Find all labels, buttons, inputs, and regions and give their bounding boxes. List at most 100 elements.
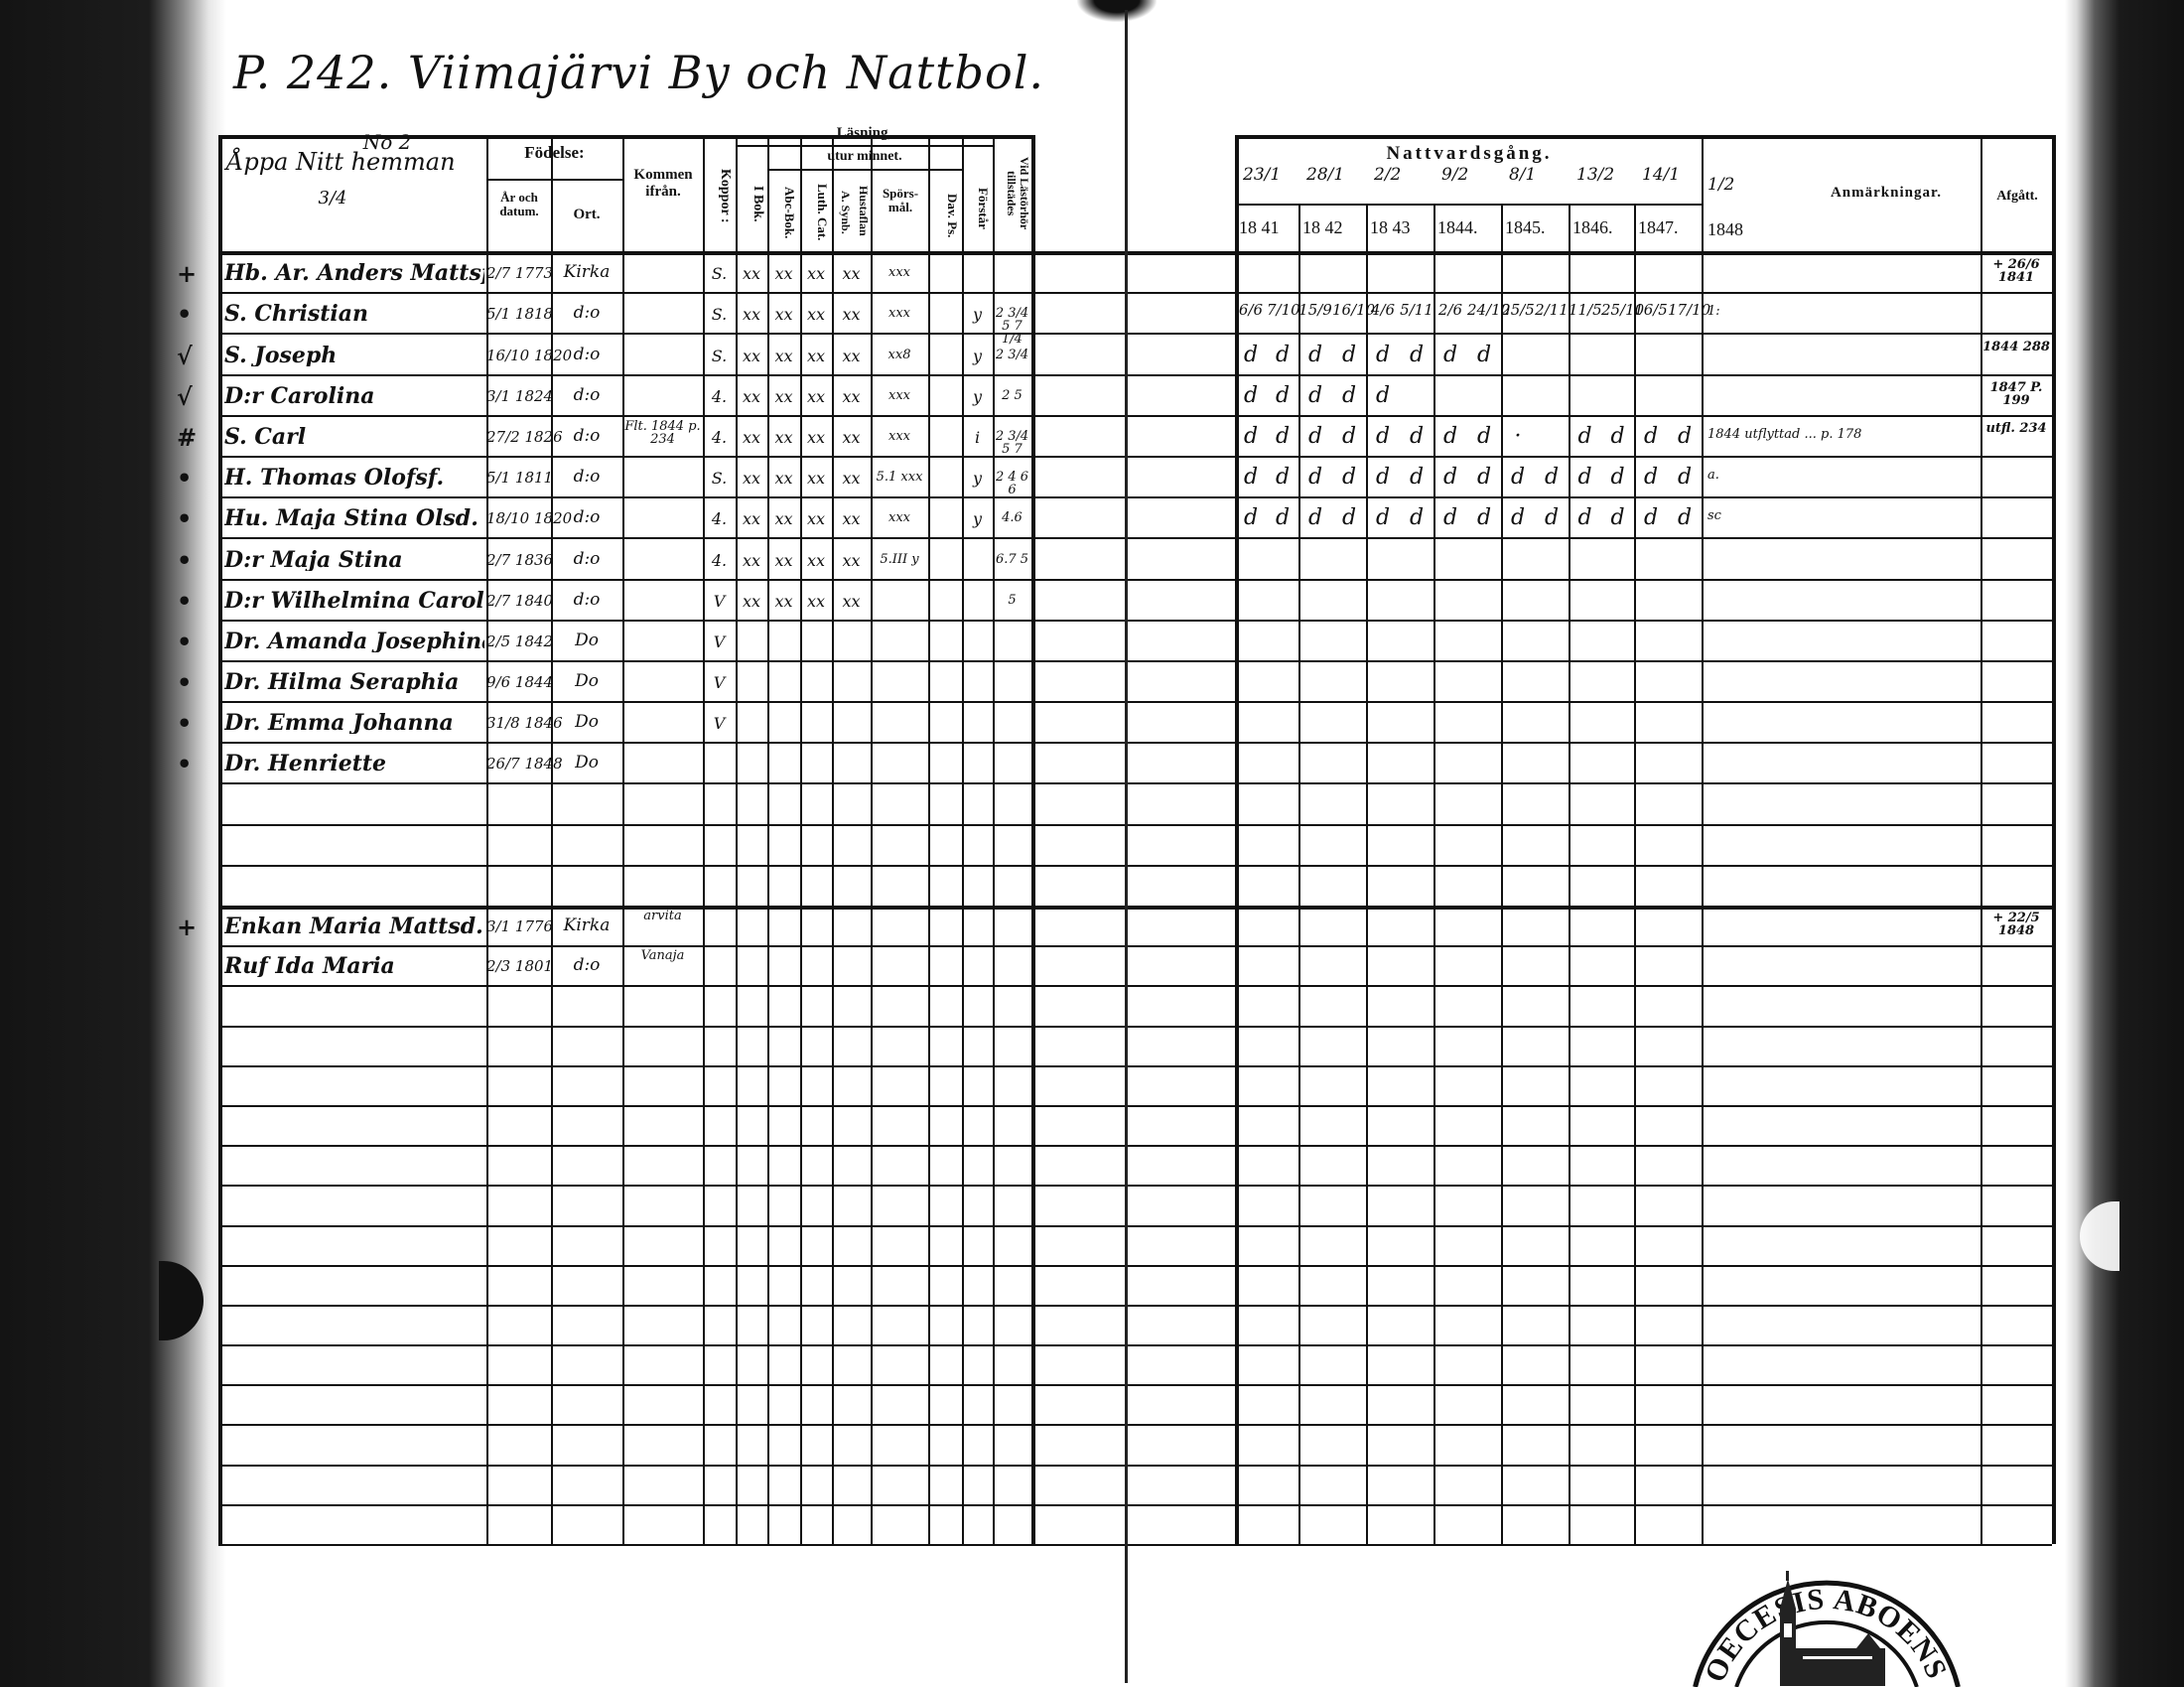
communion-entry: d: [1243, 342, 1259, 367]
communion-entry: 2/6: [1437, 301, 1463, 320]
reading-mark-luth: xx: [806, 591, 826, 611]
forstar-heading: Förstår: [976, 188, 991, 229]
reading-mark-koppor: 4.: [711, 427, 728, 447]
came-from: Flt. 1844 p. 234: [624, 418, 701, 447]
communion-entry: d: [1409, 505, 1425, 531]
kommen-ifran-heading: Kommen ifrån.: [633, 167, 693, 200]
row-mark: •: [177, 709, 193, 739]
communion-entry: d: [1577, 423, 1592, 449]
person-name: Dr. Amanda Josephina: [224, 630, 484, 652]
row-line: [1128, 782, 2052, 785]
person-name: S. Carl: [224, 425, 307, 448]
row-mark: •: [177, 545, 193, 575]
reading-mark-forstar: y: [972, 346, 983, 365]
communion-date-label: 14/1: [1642, 165, 1681, 185]
column-line: [993, 135, 995, 1544]
row-line: [218, 496, 1125, 499]
reading-mark-spors: xx8: [887, 347, 911, 362]
communion-entry: 2/11: [1535, 301, 1569, 320]
column-line: [736, 135, 738, 1544]
person-name: H. Thomas Olofsf.: [224, 467, 445, 490]
afgatt-heading: Afgått.: [1996, 189, 2038, 204]
column-line: [1569, 204, 1570, 1544]
i-bok-heading: I Bok.: [751, 185, 765, 222]
communion-entry: 25/5: [1501, 301, 1535, 320]
column-line: [1031, 135, 1035, 1544]
reading-mark-koppor: S.: [711, 346, 728, 365]
reading-mark-vid: 2 3/4 5 7 1/4: [995, 306, 1029, 348]
row-line: [1128, 373, 2052, 376]
reading-mark-abc: xx: [774, 550, 793, 570]
communion-entry: d: [1307, 382, 1323, 408]
birth-date: 31/8 1846: [486, 714, 563, 733]
person-name: Enkan Maria Mattsd.: [224, 915, 483, 938]
column-line: [1634, 204, 1636, 1544]
row-mark: •: [177, 464, 193, 493]
reading-mark-abc: xx: [774, 346, 793, 365]
communion-entry: d: [1375, 342, 1391, 367]
year-label: 18 41: [1239, 217, 1280, 237]
person-name: Hu. Maja Stina Olsd.: [224, 507, 478, 530]
communion-entry: d: [1643, 465, 1659, 491]
row-line: [218, 659, 1125, 662]
departure-note: + 22/5 1848: [1992, 911, 2040, 939]
column-line: [871, 135, 873, 1544]
communion-entry: d: [1610, 423, 1625, 449]
communion-entry: d: [1677, 505, 1693, 531]
communion-entry: d: [1409, 342, 1425, 367]
row-line: [1128, 1344, 2052, 1347]
row-line: [1128, 1503, 2052, 1506]
communion-entry: d: [1643, 423, 1659, 449]
row-line: [218, 1464, 1125, 1467]
communion-entry: 17/10: [1668, 301, 1711, 320]
reading-mark-koppor: S.: [711, 305, 728, 325]
communion-entry: d: [1544, 465, 1560, 491]
birth-place: Do: [575, 753, 599, 773]
table-top-border: [1235, 135, 2052, 139]
reading-mark-koppor: V: [713, 714, 726, 734]
row-line: [218, 742, 1125, 745]
abc-bok-heading: Abc-Bok.: [782, 186, 797, 239]
communion-entry: d: [1577, 465, 1592, 491]
reading-mark-ibok: xx: [742, 264, 761, 284]
birth-date: 16/10 1820: [486, 346, 573, 364]
row-line: [1128, 578, 2052, 581]
row-line: [1128, 1464, 2052, 1467]
column-line: [928, 135, 930, 1544]
reading-mark-synb: xx: [842, 305, 861, 325]
communion-entry: d: [1375, 382, 1391, 408]
birth-place: Do: [575, 671, 599, 692]
remark: sc: [1707, 509, 1721, 523]
reading-mark-luth: xx: [806, 427, 826, 447]
column-line: [767, 135, 769, 1544]
year-label: 1846.: [1572, 217, 1613, 237]
communion-entry: d: [1476, 342, 1492, 367]
birth-place: d:o: [573, 467, 601, 488]
row-line: [1128, 864, 2052, 867]
communion-date-label: 9/2: [1441, 165, 1469, 185]
communion-entry: 6/6: [1238, 301, 1264, 320]
reading-mark-koppor: V: [713, 673, 726, 693]
reading-mark-abc: xx: [774, 591, 793, 611]
communion-entry: d: [1307, 423, 1323, 449]
birth-place: d:o: [573, 955, 601, 976]
communion-entry: 5/11: [1400, 301, 1433, 320]
reading-mark-koppor: 4.: [711, 509, 728, 529]
communion-entry: d: [1442, 465, 1458, 491]
reading-mark-abc: xx: [774, 264, 793, 284]
column-line: [2052, 135, 2056, 1544]
hustaflan-heading: Hustaflan: [857, 185, 871, 236]
year-label: 18 43: [1370, 217, 1411, 237]
reading-mark-ibok: xx: [742, 550, 761, 570]
household-heading: Åppa Nitt hemman: [226, 148, 456, 176]
birth-place: d:o: [573, 507, 601, 528]
communion-entry: ·: [1514, 423, 1522, 449]
column-line: [1235, 135, 1239, 1544]
row-mark: •: [177, 300, 193, 330]
communion-entry: d: [1677, 465, 1693, 491]
diocese-seal-stamp: L. DIOECESIS ABOENSIS. M: [1678, 1549, 1961, 1687]
birth-place: d:o: [573, 425, 601, 446]
birth-place: Do: [575, 712, 599, 733]
row-line: [218, 537, 1125, 540]
birth-date: 9/6 1844: [486, 673, 554, 692]
